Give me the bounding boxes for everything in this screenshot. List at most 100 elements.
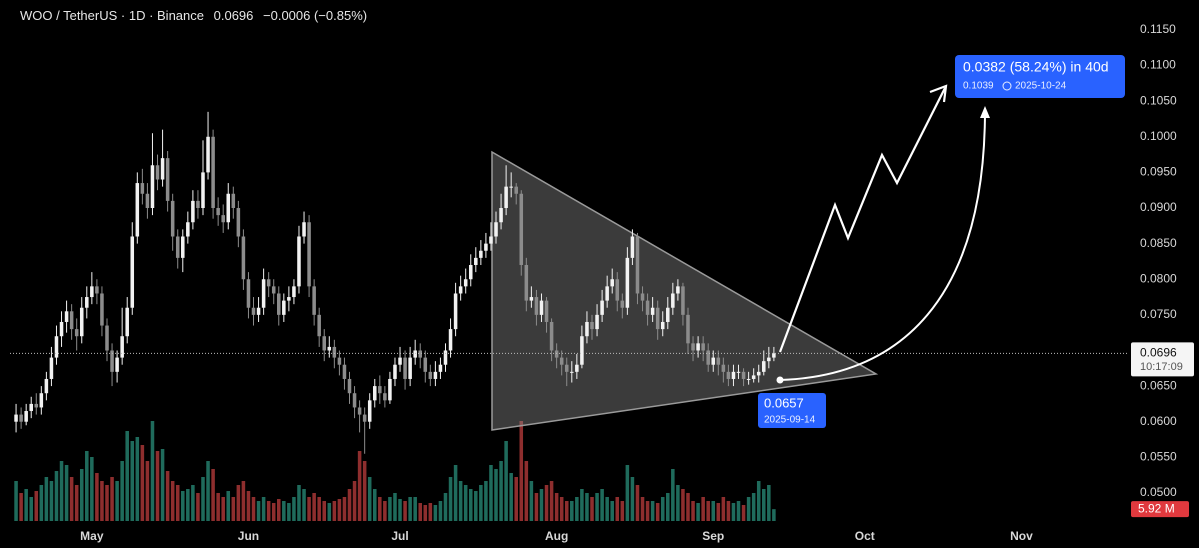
candle-body <box>317 314 321 337</box>
candle-body <box>549 321 554 351</box>
x-tick-label: Oct <box>855 529 875 543</box>
volume-bar <box>266 501 271 521</box>
volume-bar <box>463 485 468 521</box>
candle-body <box>221 215 225 223</box>
volume-bar <box>570 501 574 521</box>
x-tick-label: Aug <box>545 529 568 543</box>
volume-bar <box>347 489 352 521</box>
target-date: 2025-10-24 <box>1015 81 1067 92</box>
candle-body <box>287 297 291 301</box>
candle-body <box>463 279 468 287</box>
candle-body <box>130 236 135 308</box>
volume-bar <box>302 489 306 521</box>
candle-body <box>44 378 49 394</box>
y-tick-label: 0.0950 <box>1140 165 1177 179</box>
price-tag-value: 0.0696 <box>1140 345 1177 359</box>
measure-curve <box>779 109 986 381</box>
candle-body <box>620 300 625 308</box>
volume-bar <box>681 489 685 521</box>
measure-start <box>776 376 784 384</box>
start-date: 2025-09-14 <box>764 415 816 426</box>
candle-body <box>347 378 352 394</box>
candle-body <box>69 311 74 330</box>
volume-bar <box>514 477 518 521</box>
y-tick-label: 0.1050 <box>1140 93 1177 107</box>
candle-body <box>539 300 544 315</box>
volume-bar <box>277 499 281 521</box>
y-tick-label: 0.0800 <box>1140 271 1177 285</box>
candle-body <box>514 186 518 194</box>
measure-text: 0.0382 (58.24%) in 40d <box>963 59 1109 75</box>
candle-body <box>645 300 650 315</box>
volume-bar <box>312 493 316 521</box>
header: WOO / TetherUS · 1D · Binance 0.0696 −0.… <box>20 8 373 23</box>
volume-bar <box>105 485 109 521</box>
volume-bar <box>140 445 145 521</box>
target-price: 0.1039 <box>963 81 994 92</box>
volume-bar <box>600 489 604 521</box>
candle-body <box>676 286 680 294</box>
candle-body <box>741 371 746 379</box>
volume-bar <box>39 485 44 521</box>
candle-body <box>312 286 316 315</box>
candle-body <box>236 208 241 237</box>
symbol-title: WOO / TetherUS · 1D · Binance <box>20 8 204 23</box>
y-tick-label: 0.0750 <box>1140 307 1177 321</box>
x-tick-label: May <box>80 529 104 543</box>
candle-body <box>110 350 114 372</box>
volume-bar <box>484 481 488 521</box>
volume-bar <box>458 481 463 521</box>
volume-bar <box>378 497 382 521</box>
candle-body <box>529 297 534 301</box>
x-tick-label: Sep <box>702 529 724 543</box>
volume-bar <box>24 489 28 521</box>
candle-body <box>282 300 286 315</box>
candle-body <box>211 136 215 209</box>
volume-bar <box>701 497 705 521</box>
x-tick-label: Jul <box>391 529 408 543</box>
candle-body <box>711 357 716 365</box>
x-tick-label: Jun <box>238 529 259 543</box>
volume-bar <box>741 505 746 521</box>
volume-bar <box>696 503 700 521</box>
candle-body <box>74 329 79 337</box>
candle-body <box>721 364 726 372</box>
candle-body <box>499 208 503 223</box>
volume-bar <box>201 477 205 521</box>
y-tick-label: 0.1100 <box>1140 58 1176 72</box>
candle-body <box>378 386 382 394</box>
candle-body <box>746 378 751 380</box>
volume-bar <box>135 437 140 521</box>
candle-body <box>292 286 296 298</box>
volume-bar <box>332 501 337 521</box>
volume-bar <box>736 501 741 521</box>
start-price: 0.0657 <box>764 395 804 410</box>
candle-body <box>504 186 508 209</box>
candle-body <box>413 350 417 358</box>
volume-bar <box>357 451 362 521</box>
volume-bar <box>398 499 402 521</box>
candle-body <box>85 297 89 308</box>
volume-bar <box>367 477 372 521</box>
volume-bar <box>261 497 266 521</box>
candle-body <box>150 165 155 209</box>
volume-bar <box>49 481 54 521</box>
volume-bar <box>181 491 185 521</box>
candle-body <box>428 371 433 379</box>
candle-body <box>226 193 231 223</box>
candle-body <box>398 357 402 365</box>
volume-bar <box>605 497 609 521</box>
volume-bar <box>509 473 513 521</box>
volume-bar <box>236 485 241 521</box>
volume-bar <box>731 503 736 521</box>
candle-body <box>706 350 710 365</box>
candle-body <box>175 236 180 258</box>
candle-body <box>570 371 574 373</box>
candle-body <box>726 371 731 379</box>
volume-bar <box>691 501 695 521</box>
candle-body <box>630 236 635 258</box>
y-tick-label: 0.0600 <box>1140 414 1177 428</box>
candle-body <box>383 393 387 401</box>
volume-bar <box>186 489 190 521</box>
volume-bar <box>772 509 776 521</box>
